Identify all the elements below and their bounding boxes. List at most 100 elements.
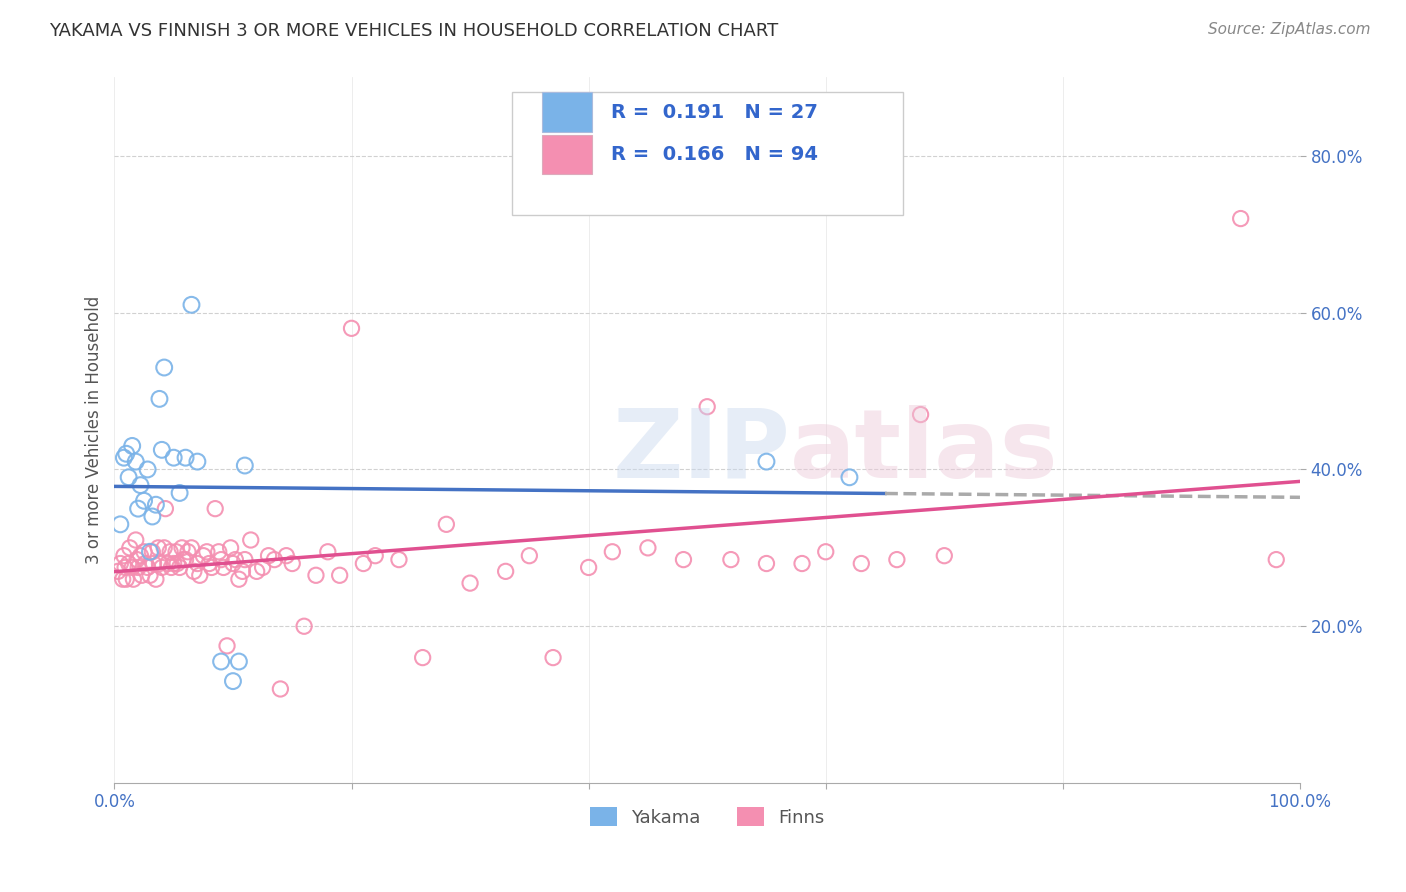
Point (252, 560, 274, 574)
Point (495, 565, 517, 579)
Point (160, 560, 183, 574)
Point (215, 639, 238, 653)
Point (118, 541, 141, 555)
Point (132, 545, 155, 559)
Point (790, 557, 813, 571)
Point (122, 572, 145, 586)
Y-axis label: 3 or more Vehicles in Household: 3 or more Vehicles in Household (86, 296, 103, 565)
Point (276, 549, 298, 563)
Point (212, 560, 235, 574)
Point (121, 439, 143, 453)
Point (127, 501, 149, 516)
Point (195, 545, 218, 559)
Point (136, 560, 159, 574)
Point (222, 674, 245, 689)
Point (115, 572, 138, 586)
Point (352, 557, 374, 571)
Point (458, 576, 481, 591)
Text: YAKAMA VS FINNISH 3 OR MORE VEHICLES IN HOUSEHOLD CORRELATION CHART: YAKAMA VS FINNISH 3 OR MORE VEHICLES IN … (49, 22, 779, 40)
Point (112, 450, 135, 465)
Legend: Yakama, Finns: Yakama, Finns (582, 800, 832, 834)
Point (125, 454, 148, 468)
FancyBboxPatch shape (512, 92, 903, 215)
Point (851, 557, 873, 571)
Point (107, 565, 129, 579)
Point (188, 568, 211, 582)
Point (269, 681, 291, 696)
Point (198, 557, 221, 571)
Point (153, 541, 176, 555)
Point (111, 572, 134, 586)
Point (129, 478, 152, 492)
Point (340, 321, 363, 335)
Point (208, 545, 231, 559)
Point (159, 545, 181, 559)
Point (170, 541, 193, 555)
Point (209, 655, 232, 669)
Point (139, 545, 162, 559)
Point (150, 442, 173, 457)
Point (165, 545, 187, 559)
Point (141, 545, 163, 559)
Point (541, 650, 564, 665)
Point (934, 549, 956, 563)
Point (696, 400, 718, 414)
Text: R =  0.166   N = 94: R = 0.166 N = 94 (612, 145, 818, 164)
Point (720, 552, 742, 566)
Text: atlas: atlas (790, 405, 1059, 498)
Point (114, 560, 136, 574)
Point (139, 568, 162, 582)
Point (388, 552, 411, 566)
Point (169, 560, 191, 574)
Point (672, 552, 695, 566)
Point (316, 545, 339, 559)
Point (150, 560, 173, 574)
Point (755, 454, 778, 468)
Point (177, 545, 200, 559)
Point (172, 552, 194, 566)
Point (201, 560, 224, 574)
Point (148, 392, 170, 406)
Point (517, 549, 540, 563)
Point (141, 509, 163, 524)
Point (329, 568, 352, 582)
Point (155, 501, 177, 516)
Point (125, 533, 148, 547)
Point (1265, 552, 1288, 566)
Point (127, 560, 149, 574)
Point (281, 557, 304, 571)
Point (169, 486, 191, 500)
Point (233, 458, 256, 473)
Point (412, 650, 434, 665)
FancyBboxPatch shape (543, 135, 592, 174)
Point (578, 560, 600, 574)
Point (364, 549, 387, 563)
FancyBboxPatch shape (543, 92, 592, 132)
Point (129, 549, 152, 563)
Point (219, 541, 242, 555)
Point (1229, 211, 1251, 226)
Point (125, 552, 148, 566)
Point (239, 533, 262, 547)
Point (180, 541, 202, 555)
Point (115, 447, 138, 461)
Point (228, 572, 250, 586)
Point (910, 408, 932, 422)
Point (186, 557, 208, 571)
Point (886, 552, 908, 566)
Point (132, 493, 155, 508)
Point (292, 619, 315, 633)
Point (131, 568, 153, 582)
Text: R =  0.191   N = 27: R = 0.191 N = 27 (612, 103, 818, 121)
Point (112, 549, 135, 563)
Point (134, 557, 156, 571)
Point (145, 572, 167, 586)
Point (121, 560, 143, 574)
Point (224, 552, 246, 566)
Point (180, 298, 202, 312)
Point (305, 568, 328, 582)
Point (117, 470, 139, 484)
Point (110, 557, 132, 571)
Text: Source: ZipAtlas.com: Source: ZipAtlas.com (1208, 22, 1371, 37)
Point (257, 549, 280, 563)
